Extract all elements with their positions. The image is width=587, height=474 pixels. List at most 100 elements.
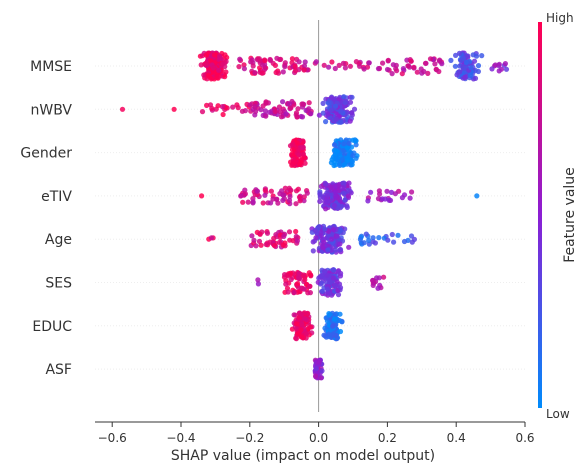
shap-point-gender [350, 137, 356, 143]
colorbar-high-label: High [546, 11, 574, 25]
shap-point-mmse [361, 66, 367, 72]
shap-point-asf [313, 373, 319, 379]
shap-point-nwbv [347, 99, 354, 105]
shap-point-mmse [496, 68, 502, 74]
feature-labels: MMSE nWBV Gender eTIV Age SES EDUC ASF [20, 59, 72, 378]
shap-point-age [389, 231, 395, 238]
shap-point-nwbv [260, 103, 266, 109]
shap-point-age [313, 235, 319, 241]
shap-point-age [326, 228, 332, 234]
shap-point-ses [332, 282, 338, 288]
shap-point-mmse [273, 69, 279, 76]
shap-point-age [366, 237, 372, 243]
shap-point-educ [322, 325, 328, 331]
shap-point-mmse [467, 72, 473, 78]
shap-point-etiv [254, 188, 261, 194]
shap-point-mmse [332, 65, 338, 72]
shap-point-nwbv [119, 106, 126, 112]
shap-point-etiv [332, 183, 338, 189]
shap-point-age [310, 239, 316, 245]
shap-point-ses [285, 273, 291, 279]
shap-point-nwbv [230, 104, 236, 110]
shap-point-gender [287, 143, 294, 149]
shap-point-mmse [394, 68, 400, 74]
shap-point-etiv [474, 193, 480, 199]
shap-point-ses [307, 290, 313, 296]
shap-point-etiv [368, 189, 374, 195]
shap-point-mmse [357, 63, 363, 69]
shap-point-mmse [248, 59, 254, 65]
shap-point-gender [328, 160, 334, 166]
shap-point-educ [291, 312, 297, 318]
x-tick-label: 0.0 [309, 431, 328, 445]
shap-point-mmse [326, 64, 332, 70]
shap-point-age [253, 243, 259, 249]
shap-point-mmse [211, 52, 218, 58]
x-tick-label: −0.6 [98, 431, 127, 445]
shap-point-nwbv [328, 107, 334, 113]
shap-point-etiv [387, 197, 394, 203]
shap-point-mmse [405, 63, 411, 69]
shap-point-nwbv [306, 106, 312, 112]
shap-point-mmse [472, 75, 479, 81]
shap-point-ses [338, 270, 344, 276]
shap-point-ses [255, 277, 261, 283]
shap-point-mmse [457, 63, 463, 69]
shap-point-educ [326, 331, 332, 337]
shap-point-age [276, 239, 283, 245]
shap-point-nwbv [199, 109, 206, 115]
shap-point-gender [298, 157, 304, 164]
shap-point-age [338, 227, 344, 233]
shap-point-gender [350, 153, 356, 159]
shap-point-etiv [331, 202, 337, 209]
shap-point-nwbv [316, 112, 322, 118]
shap-point-etiv [377, 191, 383, 197]
shap-point-asf [316, 359, 322, 365]
shap-point-mmse [353, 59, 359, 65]
shap-point-age [293, 233, 299, 240]
feature-label-asf: ASF [45, 362, 72, 378]
shap-point-mmse [282, 60, 288, 66]
shap-point-nwbv [351, 106, 358, 112]
shap-point-age [264, 230, 271, 236]
shap-point-age [325, 247, 331, 253]
shap-point-age [294, 238, 300, 244]
shap-point-age [312, 227, 318, 233]
shap-point-age [258, 242, 264, 248]
shap-point-educ [333, 311, 339, 318]
shap-point-age [346, 244, 352, 250]
shap-point-nwbv [300, 101, 306, 107]
shap-point-mmse [222, 52, 228, 58]
shap-point-nwbv [220, 111, 226, 118]
shap-point-gender [296, 152, 302, 158]
x-tick-label: −0.2 [235, 431, 264, 445]
shap-point-mmse [241, 66, 247, 72]
x-tick-label: 0.4 [447, 431, 466, 445]
shap-point-ses [322, 268, 328, 274]
shap-point-mmse [301, 67, 307, 73]
colorbar: High Low Feature value [538, 11, 578, 421]
shap-point-ses [330, 267, 337, 273]
shap-point-etiv [250, 199, 256, 205]
shap-point-nwbv [294, 114, 300, 120]
shap-point-nwbv [293, 110, 300, 116]
shap-point-educ [303, 331, 310, 337]
shap-point-nwbv [325, 111, 331, 117]
shap-point-etiv [340, 180, 346, 186]
shap-point-etiv [295, 186, 301, 192]
shap-point-mmse [432, 61, 438, 67]
shap-point-age [408, 233, 415, 239]
shap-point-nwbv [323, 119, 329, 125]
shap-point-mmse [223, 69, 229, 75]
feature-label-nwbv: nWBV [31, 102, 73, 118]
shap-point-mmse [414, 69, 420, 75]
shap-point-age [370, 235, 376, 241]
shap-point-educ [337, 328, 344, 335]
shap-point-gender [331, 142, 338, 148]
shap-point-nwbv [235, 105, 241, 111]
shap-point-educ [330, 323, 336, 329]
shap-point-mmse [460, 55, 466, 62]
shap-point-asf [313, 366, 319, 372]
shap-point-mmse [203, 61, 209, 67]
shap-point-age [391, 239, 397, 245]
